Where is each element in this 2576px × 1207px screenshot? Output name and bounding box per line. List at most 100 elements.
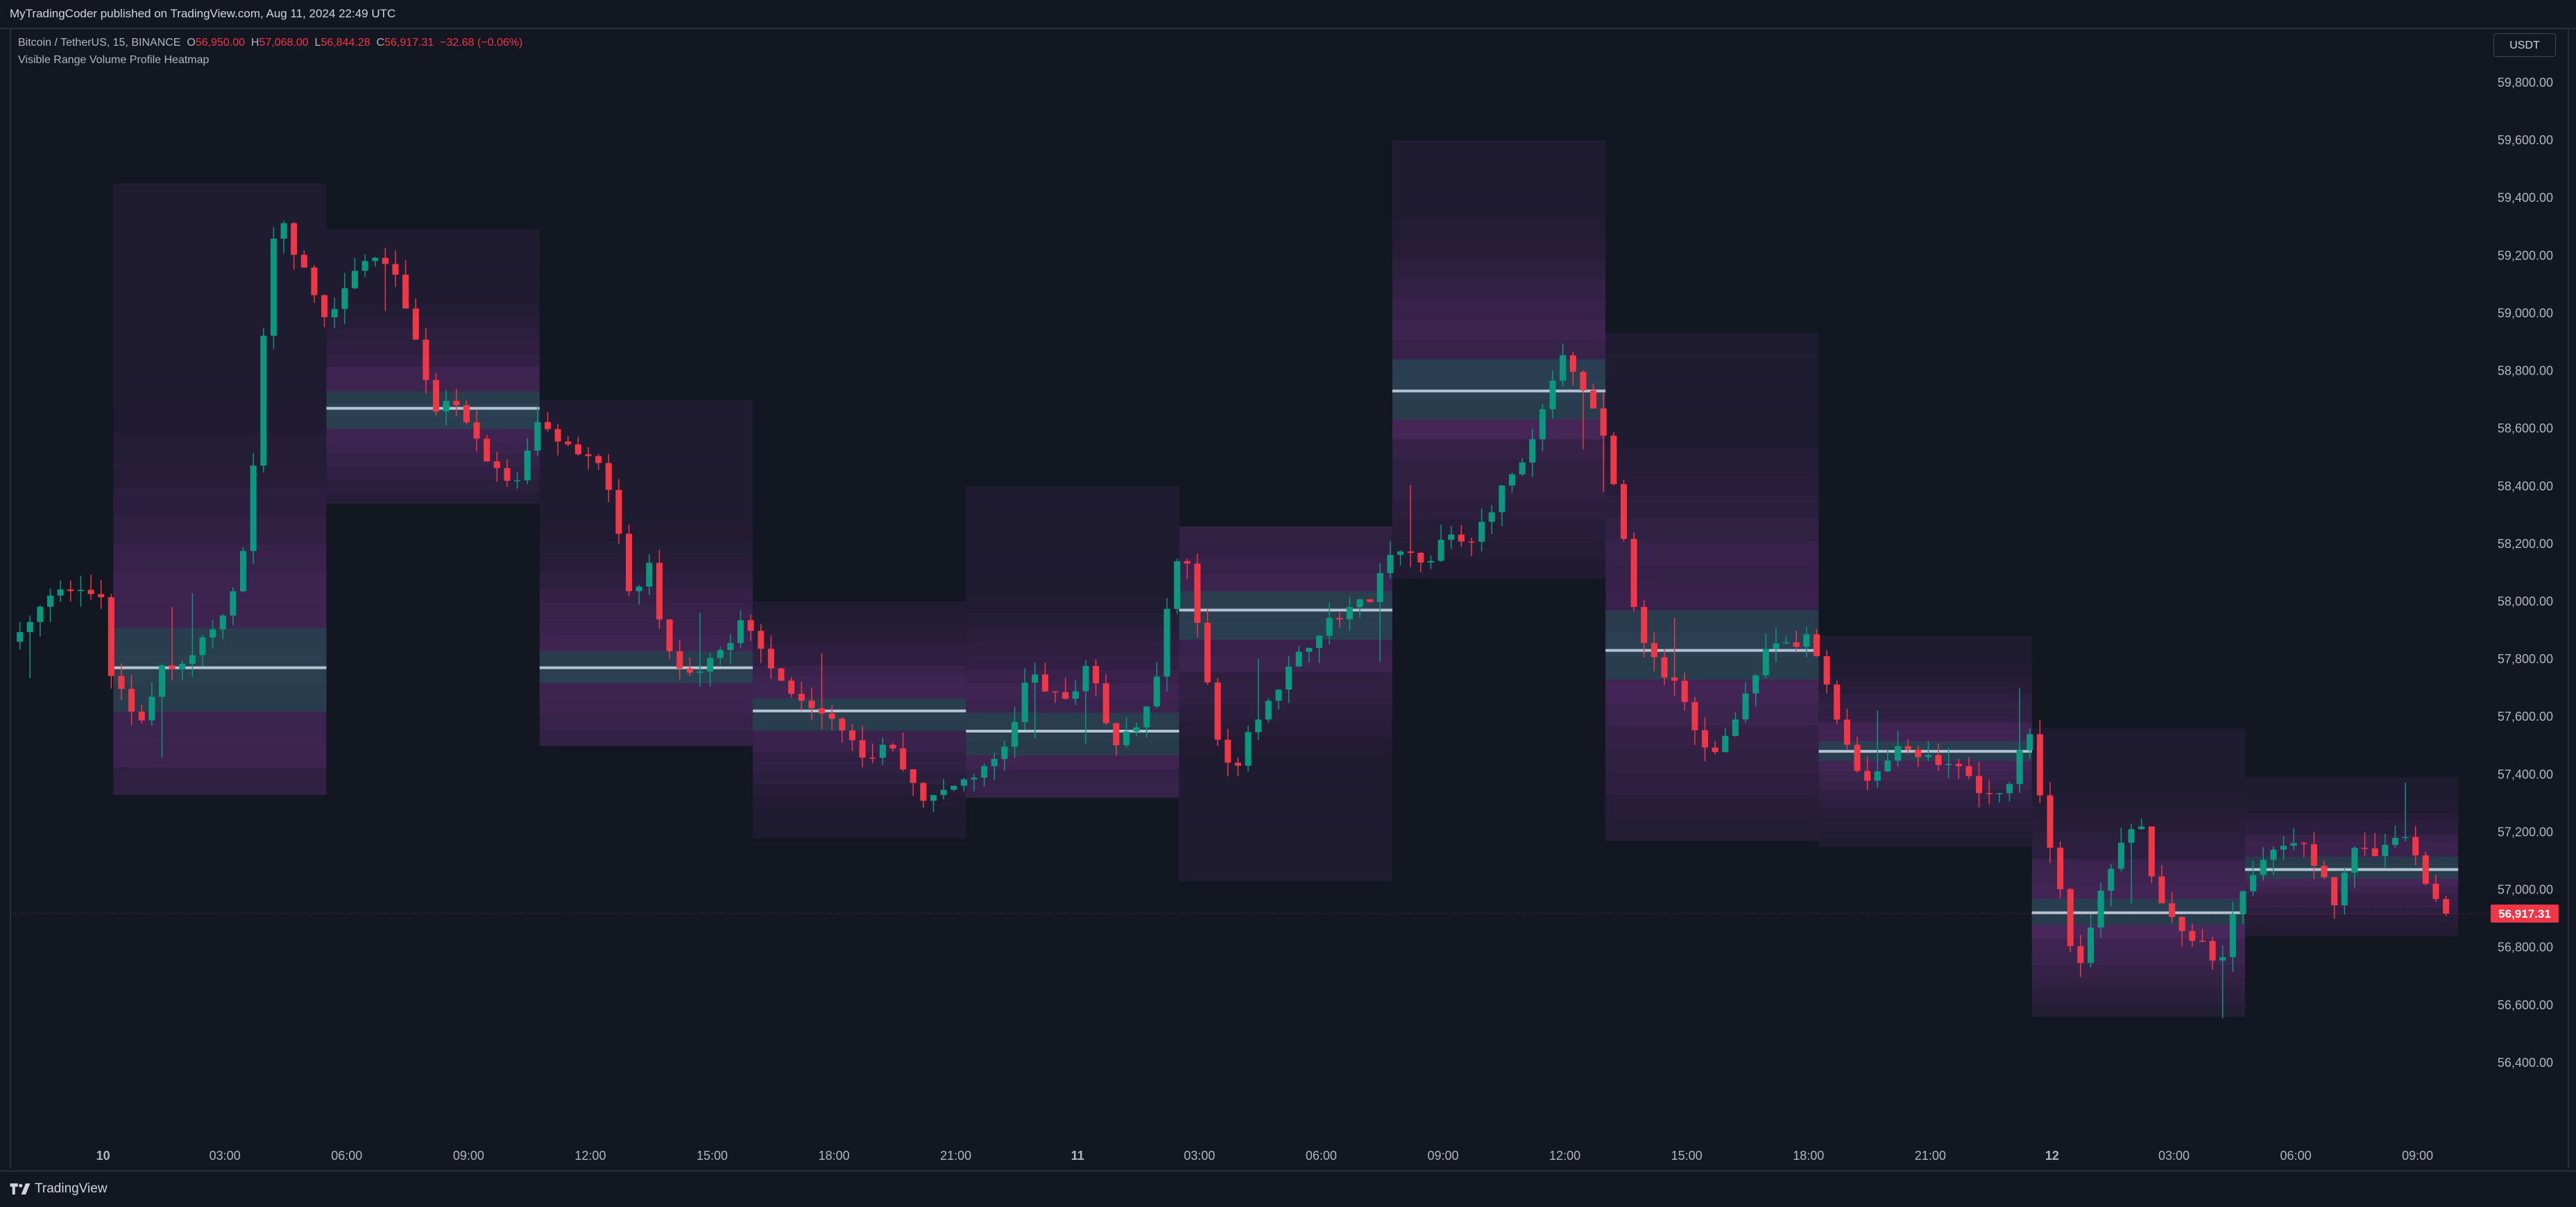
candle-body <box>930 795 937 801</box>
candle-body <box>727 643 734 651</box>
profile-row <box>1179 768 1392 785</box>
candle-body <box>1265 701 1272 720</box>
candle-body <box>1072 691 1079 699</box>
candle <box>179 660 186 680</box>
profile-row <box>1818 741 2032 751</box>
candle <box>514 472 521 489</box>
candle-body <box>788 680 795 694</box>
candle <box>1813 628 1820 657</box>
candle-body <box>1499 485 1505 513</box>
profile-row <box>113 711 327 739</box>
profile-row <box>539 714 753 730</box>
price-axis[interactable]: 56,400.00 56,600.00 56,800.00 57,000.00 57,2… <box>2491 76 2559 1070</box>
profile-row <box>326 329 540 342</box>
candle <box>524 438 531 485</box>
candle-body <box>2036 734 2043 796</box>
profile-row <box>539 698 753 714</box>
candle <box>920 782 927 808</box>
profile-row <box>1179 655 1392 672</box>
candle <box>361 254 368 277</box>
candle <box>1315 635 1323 664</box>
time-axis[interactable]: 10 03:00 06:00 09:00 12:00 15:00 18:00 21:00 11 0… <box>96 1149 2434 1163</box>
profile-row <box>2031 872 2245 887</box>
candle <box>1093 659 1100 696</box>
time-tick-label: 09:00 <box>2402 1149 2433 1163</box>
candle-body <box>585 454 592 456</box>
candle-body <box>311 267 318 296</box>
candle <box>1508 472 1516 493</box>
indicator-legend[interactable]: Visible Range Volume Profile Heatmap <box>18 54 210 66</box>
profile-row <box>1392 319 1606 340</box>
time-tick-label: 21:00 <box>1915 1149 1946 1163</box>
candle-body <box>1976 776 1983 794</box>
candle <box>2138 819 2145 830</box>
profile-row <box>966 500 1179 515</box>
symbol-legend[interactable]: Bitcoin / TetherUS, 15, BINANCE O56,950.… <box>18 37 522 49</box>
currency-button[interactable]: USDT <box>2493 33 2556 57</box>
candle <box>2047 782 2054 864</box>
profile-row <box>2244 871 2459 879</box>
candle-body <box>1143 706 1150 728</box>
candle <box>2240 891 2246 924</box>
candle-body <box>1732 719 1739 736</box>
candle <box>1032 662 1039 739</box>
candle-body <box>2057 848 2064 889</box>
candle <box>239 547 247 592</box>
candle <box>321 294 328 327</box>
profile-row <box>1179 574 1392 592</box>
chart-canvas[interactable]: 56,400.00 56,600.00 56,800.00 57,000.00 57,2… <box>0 0 2576 1170</box>
candle-body <box>2027 734 2033 751</box>
profile-row <box>1392 538 1606 559</box>
candle-body <box>67 589 74 592</box>
candle <box>940 778 947 800</box>
candle-body <box>1783 642 1790 644</box>
candle <box>1123 717 1130 748</box>
candle <box>900 733 907 772</box>
candle <box>1397 549 1404 566</box>
profile-row <box>326 266 540 280</box>
candle-body <box>737 620 744 644</box>
time-tick-label: 09:00 <box>1427 1149 1458 1163</box>
candle <box>2178 916 2185 947</box>
candle <box>2108 864 2115 906</box>
price-tick-label: 56,400.00 <box>2498 1056 2553 1070</box>
candle <box>1762 633 1769 678</box>
profile-row <box>2244 798 2459 807</box>
candle-body <box>148 696 155 721</box>
candle-body <box>87 590 94 594</box>
chart-frame[interactable] <box>10 28 2569 1169</box>
candle-body <box>2229 914 2236 957</box>
profile-row <box>326 304 540 318</box>
close-label: C <box>376 37 385 49</box>
symbol-name[interactable]: Bitcoin / TetherUS, 15, BINANCE <box>18 37 181 49</box>
price-tick-label: 59,200.00 <box>2498 248 2553 262</box>
candle-body <box>1874 771 1881 781</box>
candle-body <box>697 671 703 673</box>
candle-body <box>1438 540 1444 561</box>
tradingview-logo[interactable]: TradingView <box>10 1181 108 1197</box>
profile-row <box>113 739 327 767</box>
candle-body <box>2280 846 2287 850</box>
candle <box>128 675 135 726</box>
candle-body <box>1854 744 1861 771</box>
candle <box>798 681 805 711</box>
candle-body <box>1336 617 1343 619</box>
profile-row <box>966 769 1179 784</box>
time-tick-label: 12:00 <box>1549 1149 1580 1163</box>
profile-row <box>326 279 540 293</box>
candle <box>1864 756 1871 791</box>
profile-row <box>1818 703 2032 713</box>
candle-body <box>484 438 491 462</box>
candle-body <box>1519 462 1526 474</box>
candle-body <box>2006 784 2013 794</box>
candle-body <box>1153 676 1160 707</box>
profile-row <box>539 415 753 431</box>
candle <box>971 773 978 791</box>
candle-body <box>2391 837 2398 845</box>
candle <box>1549 370 1556 419</box>
candle-body <box>17 632 24 642</box>
candle <box>1286 656 1293 703</box>
candle <box>2097 882 2104 938</box>
candle-body <box>158 665 166 697</box>
candle <box>1671 617 1678 696</box>
